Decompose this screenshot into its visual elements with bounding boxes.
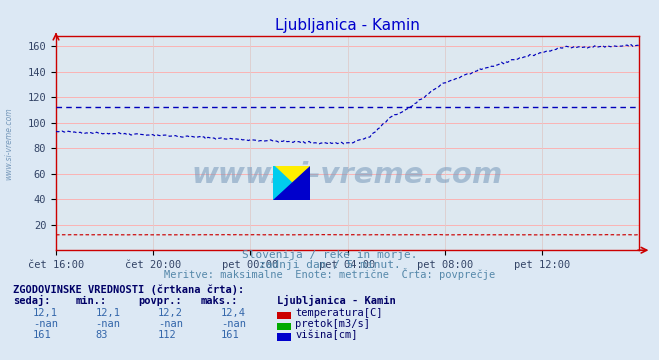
- Text: višina[cm]: višina[cm]: [295, 329, 358, 340]
- Text: ZGODOVINSKE VREDNOSTI (črtkana črta):: ZGODOVINSKE VREDNOSTI (črtkana črta):: [13, 285, 244, 296]
- Text: min.:: min.:: [76, 296, 107, 306]
- Text: maks.:: maks.:: [201, 296, 239, 306]
- Text: temperatura[C]: temperatura[C]: [295, 308, 383, 318]
- Text: Ljubljanica - Kamin: Ljubljanica - Kamin: [277, 295, 395, 306]
- Text: pretok[m3/s]: pretok[m3/s]: [295, 319, 370, 329]
- Text: -nan: -nan: [33, 319, 58, 329]
- Text: 161: 161: [33, 330, 51, 340]
- Text: zadnji dan / 5 minut.: zadnji dan / 5 minut.: [258, 260, 401, 270]
- Title: Ljubljanica - Kamin: Ljubljanica - Kamin: [275, 18, 420, 33]
- Text: -nan: -nan: [96, 319, 121, 329]
- Polygon shape: [273, 166, 310, 200]
- Text: 12,1: 12,1: [33, 308, 58, 318]
- Text: 83: 83: [96, 330, 108, 340]
- Text: 12,4: 12,4: [221, 308, 246, 318]
- Text: sedaj:: sedaj:: [13, 295, 51, 306]
- Polygon shape: [273, 166, 310, 200]
- Text: www.si-vreme.com: www.si-vreme.com: [192, 161, 503, 189]
- Text: www.si-vreme.com: www.si-vreme.com: [5, 108, 14, 180]
- Text: Meritve: maksimalne  Enote: metrične  Črta: povprečje: Meritve: maksimalne Enote: metrične Črta…: [164, 268, 495, 280]
- Text: -nan: -nan: [158, 319, 183, 329]
- Text: povpr.:: povpr.:: [138, 296, 182, 306]
- Text: -nan: -nan: [221, 319, 246, 329]
- Text: 112: 112: [158, 330, 177, 340]
- Polygon shape: [273, 166, 291, 200]
- Text: Slovenija / reke in morje.: Slovenija / reke in morje.: [242, 251, 417, 261]
- Text: 12,2: 12,2: [158, 308, 183, 318]
- Text: 161: 161: [221, 330, 239, 340]
- Text: 12,1: 12,1: [96, 308, 121, 318]
